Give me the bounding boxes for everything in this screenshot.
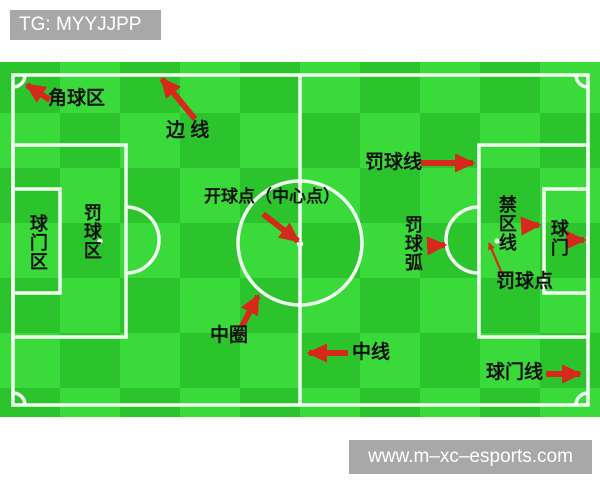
label-goal-area: 球门区 xyxy=(27,214,48,271)
left-goal-area xyxy=(11,187,62,295)
label-goal: 球门 xyxy=(548,219,569,257)
label-halfway-line: 中线 xyxy=(352,342,391,363)
label-penalty-spot: 罚球点 xyxy=(496,271,554,292)
watermark-top: TG: MYYJJPP xyxy=(10,10,161,40)
label-penalty-line: 罚球线 xyxy=(365,152,423,173)
arrow-restricted-line xyxy=(520,216,542,236)
right-goal-area xyxy=(542,187,590,295)
label-restricted-line: 禁区线 xyxy=(496,195,517,252)
right-penalty-spot xyxy=(494,238,500,244)
arrow-sideline xyxy=(159,77,198,121)
watermark-bottom: www.m–xc–esports.com xyxy=(349,440,592,474)
arrow-kickoff-point xyxy=(261,211,300,244)
left-penalty-arc xyxy=(125,205,161,275)
center-circle xyxy=(236,179,364,307)
arrow-center-circle xyxy=(239,293,261,328)
label-penalty-area: 罚球区 xyxy=(81,203,102,260)
left-penalty-spot xyxy=(97,238,103,244)
label-center-circle: 中圈 xyxy=(210,325,249,346)
arrow-corner-area xyxy=(24,82,52,103)
corner-arc-bottom-right xyxy=(574,391,589,406)
label-corner-area: 角球区 xyxy=(48,88,106,109)
corner-arc-bottom-left xyxy=(12,391,27,406)
label-kickoff-point: 开球点（中心点） xyxy=(204,187,340,206)
corner-arc-top-left xyxy=(12,74,27,89)
label-penalty-arc: 罚球弧 xyxy=(402,215,423,272)
label-sideline: 边 线 xyxy=(166,120,210,141)
label-goal-line: 球门线 xyxy=(486,362,544,383)
corner-arc-top-right xyxy=(574,74,589,89)
arrow-penalty-spot xyxy=(487,242,505,277)
arrow-penalty-arc xyxy=(426,236,448,256)
